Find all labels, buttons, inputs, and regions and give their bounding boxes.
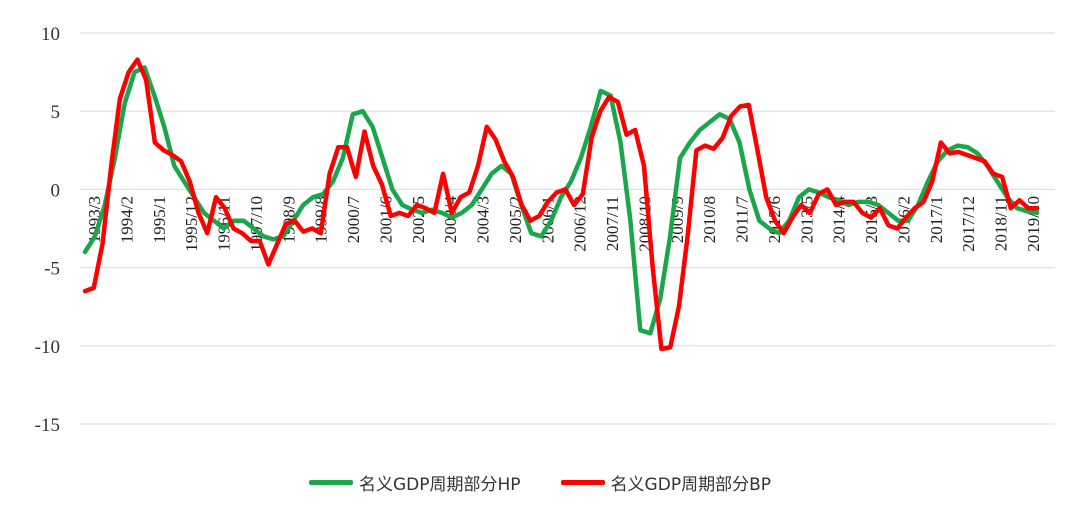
y-tick-label: -5 — [44, 259, 60, 280]
x-tick-label: 1993/3 — [85, 196, 104, 243]
legend-item-hp: 名义GDP周期部分HP — [309, 470, 521, 495]
y-tick-label: 5 — [51, 102, 61, 123]
x-tick-label: 1994/2 — [117, 196, 136, 243]
x-tick-label: 2017/12 — [959, 196, 978, 252]
series-line-hp — [82, 65, 1040, 336]
x-tick-label: 2011/7 — [733, 196, 752, 243]
x-tick-label: 1997/10 — [247, 196, 266, 252]
x-tick-label: 2010/8 — [700, 196, 719, 243]
x-tick-label: 2017/1 — [927, 196, 946, 243]
legend-swatch-bp — [560, 479, 605, 485]
x-tick-label: 2006/12 — [571, 196, 590, 252]
x-tick-label: 2014/4 — [830, 196, 849, 244]
y-tick-label: -10 — [35, 337, 60, 358]
legend: 名义GDP周期部分HP 名义GDP周期部分BP — [0, 466, 1080, 498]
y-tick-label: 10 — [41, 24, 60, 45]
x-tick-label: 1996/11 — [215, 196, 234, 251]
legend-label-bp: 名义GDP周期部分BP — [610, 474, 771, 495]
x-tick-label: 2018/11 — [992, 196, 1011, 251]
legend-label-hp: 名义GDP周期部分HP — [359, 474, 521, 495]
legend-swatch-hp — [309, 479, 353, 485]
x-tick-label: 2007/11 — [603, 196, 622, 251]
legend-item-bp: 名义GDP周期部分BP — [560, 470, 771, 495]
series-line-bp — [82, 57, 1040, 352]
y-tick-label: 0 — [51, 180, 61, 201]
x-tick-label: 2002/5 — [409, 196, 428, 243]
y-axis-ticks: 10 5 0 -5 -10 -15 — [35, 24, 60, 436]
y-tick-label: -15 — [35, 415, 60, 436]
x-tick-label: 2000/7 — [344, 196, 363, 244]
series-lines — [82, 57, 1040, 352]
x-tick-label: 2004/3 — [474, 196, 493, 243]
x-tick-label: 1995/1 — [150, 196, 169, 243]
